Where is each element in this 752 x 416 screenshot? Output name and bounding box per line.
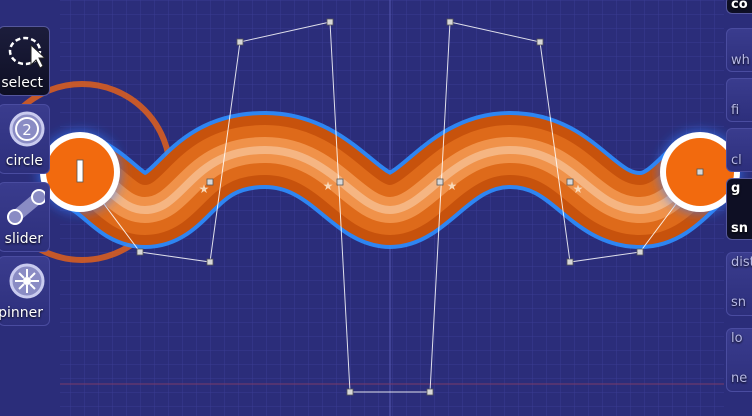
slider-icon — [7, 189, 45, 225]
slider-body[interactable] — [41, 110, 739, 250]
tick-star-icon: ★ — [447, 179, 458, 193]
slider-control-path[interactable] — [79, 21, 701, 393]
control-point[interactable] — [426, 388, 434, 396]
tick-star-icon: ★ — [573, 182, 584, 196]
toggle-clap-label: cl — [731, 153, 742, 168]
select-arrow-icon — [8, 36, 45, 69]
toggle-whistle-button[interactable]: wh — [726, 28, 752, 72]
toggle-grid-label: g — [731, 181, 741, 196]
toggle-clap-button[interactable]: cl — [726, 128, 752, 172]
control-point[interactable] — [436, 178, 444, 186]
control-point[interactable] — [206, 178, 214, 186]
control-point[interactable] — [566, 258, 574, 266]
toggle-new-combo-button[interactable]: lo ne — [726, 328, 752, 392]
toggle-distance-label: dist — [731, 255, 752, 270]
slider-tail-circle[interactable] — [652, 124, 748, 220]
toggle-new-label: ne — [731, 371, 748, 386]
tool-spinner-button[interactable]: spinner — [0, 256, 50, 326]
control-point[interactable] — [326, 18, 334, 26]
tool-select-label: select — [1, 75, 43, 91]
control-point[interactable] — [636, 248, 644, 256]
control-points — [136, 18, 644, 396]
tick-star-icon: ★ — [323, 179, 334, 193]
tool-slider-button[interactable]: slider — [0, 182, 50, 252]
control-point[interactable] — [446, 18, 454, 26]
tool-circle-button[interactable]: 2 circle — [0, 104, 50, 174]
control-point[interactable] — [136, 248, 144, 256]
control-point — [696, 168, 704, 176]
slider-head-handle — [76, 159, 84, 183]
control-point[interactable] — [566, 178, 574, 186]
tool-spinner-label: spinner — [0, 305, 43, 321]
control-point[interactable] — [336, 178, 344, 186]
toggle-grid-snap-button[interactable]: g sn — [726, 178, 752, 240]
tool-circle-label: circle — [5, 153, 43, 169]
toggle-distance-snap-button[interactable]: dist sn — [726, 252, 752, 316]
control-point[interactable] — [346, 388, 354, 396]
tool-slider-label: slider — [4, 231, 43, 247]
control-point[interactable] — [206, 258, 214, 266]
circle-two-icon: 2 — [9, 111, 45, 147]
spinner-icon — [9, 263, 45, 299]
toggle-whistle-label: wh — [731, 53, 750, 68]
toggle-combo-button[interactable]: co — [726, 0, 752, 14]
toggle-finish-button[interactable]: fi — [726, 78, 752, 122]
slider-head-circle[interactable] — [32, 124, 128, 220]
toggle-lock-label: lo — [731, 331, 743, 346]
control-point[interactable] — [536, 38, 544, 46]
tool-select-button[interactable]: select — [0, 26, 50, 96]
toggle-combo-label: co — [731, 0, 748, 12]
toggle-finish-label: fi — [731, 103, 740, 118]
control-point[interactable] — [236, 38, 244, 46]
toggle-snap-label: sn — [731, 221, 748, 236]
toggle-distance-snap-label: sn — [731, 295, 747, 310]
tick-star-icon: ★ — [199, 182, 210, 196]
svg-text:2: 2 — [22, 121, 32, 139]
slider-ticks: ★ ★ ★ ★ — [199, 179, 584, 196]
